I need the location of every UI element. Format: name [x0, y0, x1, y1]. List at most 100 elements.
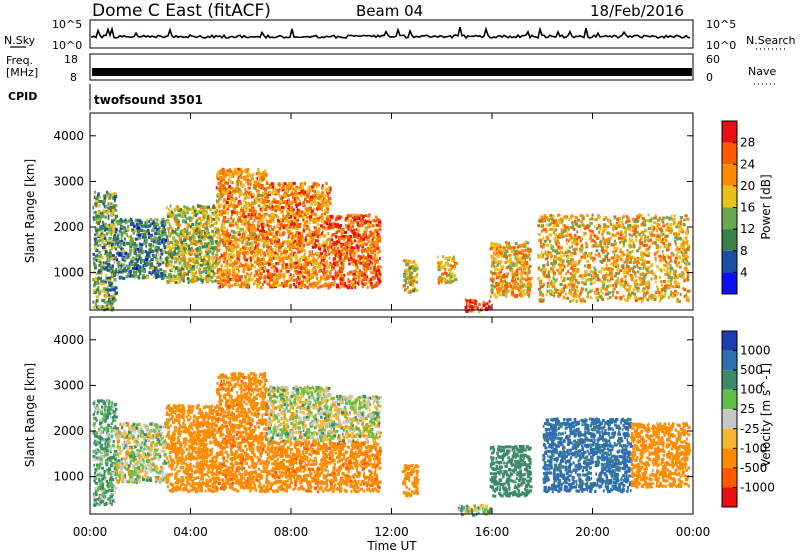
echo-cell: [282, 284, 285, 288]
echo-cell: [327, 274, 331, 278]
echo-cell: [195, 265, 198, 269]
echo-cell: [148, 271, 152, 275]
echo-cell: [247, 268, 250, 272]
echo-cell: [225, 238, 228, 242]
echo-cell: [113, 294, 116, 298]
echo-cell: [243, 169, 247, 173]
echo-cell: [300, 183, 304, 187]
echo-cell: [326, 238, 329, 242]
echo-cell: [222, 172, 226, 176]
echo-cell: [199, 267, 202, 271]
echo-cell: [96, 244, 100, 248]
echo-cell: [324, 243, 328, 247]
echo-cell: [231, 210, 235, 214]
echo-cell: [325, 204, 330, 208]
echo-cell: [284, 189, 288, 192]
echo-cell: [284, 263, 289, 267]
echo-cell: [228, 169, 232, 173]
echo-cell: [289, 262, 292, 266]
echo-cell: [522, 277, 526, 281]
echo-cell: [156, 270, 160, 274]
echo-cell: [243, 257, 246, 261]
echo-cell: [307, 191, 311, 194]
echo-cell: [119, 242, 124, 246]
echo-cell: [258, 234, 260, 238]
echo-cell: [170, 267, 173, 271]
echo-cell: [161, 217, 165, 221]
echo-cell: [334, 224, 337, 228]
echo-cell: [107, 231, 111, 234]
echo-cell: [330, 274, 332, 278]
echo-cell: [113, 286, 117, 290]
echo-cell: [207, 205, 210, 209]
echo-cell: [211, 280, 214, 284]
echo-cell: [357, 278, 361, 282]
echo-cell: [349, 270, 353, 274]
echo-cell: [94, 246, 97, 250]
echo-cell: [328, 237, 330, 241]
echo-cell: [108, 228, 112, 232]
echo-cell: [265, 197, 268, 201]
echo-cell: [233, 210, 237, 214]
echo-cell: [196, 230, 199, 234]
echo-cell: [289, 258, 291, 262]
echo-cell: [288, 225, 292, 229]
echo-cell: [319, 278, 322, 282]
echo-cell: [313, 197, 317, 201]
echo-cell: [350, 256, 353, 260]
echo-cell: [108, 201, 111, 205]
echo-cell: [97, 258, 101, 262]
echo-cell: [229, 224, 232, 228]
echo-cell: [220, 179, 222, 183]
echo-cell: [162, 269, 166, 273]
echo-cell: [307, 286, 309, 290]
echo-cell: [170, 263, 173, 267]
echo-cell: [150, 262, 154, 266]
echo-cell: [295, 261, 299, 265]
echo-cell: [237, 283, 241, 287]
echo-cell: [182, 256, 186, 260]
echo-cell: [246, 195, 250, 199]
echo-cell: [236, 250, 239, 254]
echo-cell: [130, 258, 133, 262]
echo-cell: [118, 229, 122, 233]
echo-cell: [319, 280, 322, 284]
echo-cell: [307, 272, 311, 276]
echo-cell: [282, 223, 286, 227]
echo-cell: [246, 234, 251, 238]
echo-cell: [312, 182, 316, 186]
echo-cell: [148, 224, 152, 228]
echo-cell: [522, 271, 525, 275]
echo-cell: [254, 210, 258, 214]
echo-cell: [190, 218, 193, 222]
echo-cell: [251, 228, 255, 232]
echo-cell: [261, 206, 264, 210]
echo-cell: [234, 235, 237, 239]
echo-cell: [112, 237, 116, 241]
echo-cell: [228, 252, 233, 256]
echo-cell: [233, 275, 236, 279]
echo-cell: [211, 257, 215, 261]
echo-cell: [295, 185, 298, 189]
echo-cell: [302, 217, 304, 221]
echo-cell: [110, 212, 114, 216]
echo-cell: [186, 226, 189, 230]
echo-cell: [97, 305, 101, 309]
echo-cell: [367, 254, 371, 258]
echo-cell: [229, 167, 232, 171]
echo-cell: [323, 247, 326, 251]
echo-cell: [114, 247, 118, 251]
echo-cell: [361, 278, 365, 282]
echo-cell: [141, 268, 144, 272]
echo-cell: [204, 267, 207, 271]
echo-cell: [145, 239, 148, 243]
echo-cell: [372, 232, 375, 236]
echo-cell: [216, 221, 218, 225]
echo-cell: [236, 189, 240, 193]
echo-cell: [319, 226, 322, 230]
echo-cell: [278, 195, 282, 199]
echo-cell: [153, 224, 156, 228]
echo-cell: [235, 183, 239, 187]
echo-cell: [170, 260, 173, 264]
echo-cell: [253, 265, 257, 269]
